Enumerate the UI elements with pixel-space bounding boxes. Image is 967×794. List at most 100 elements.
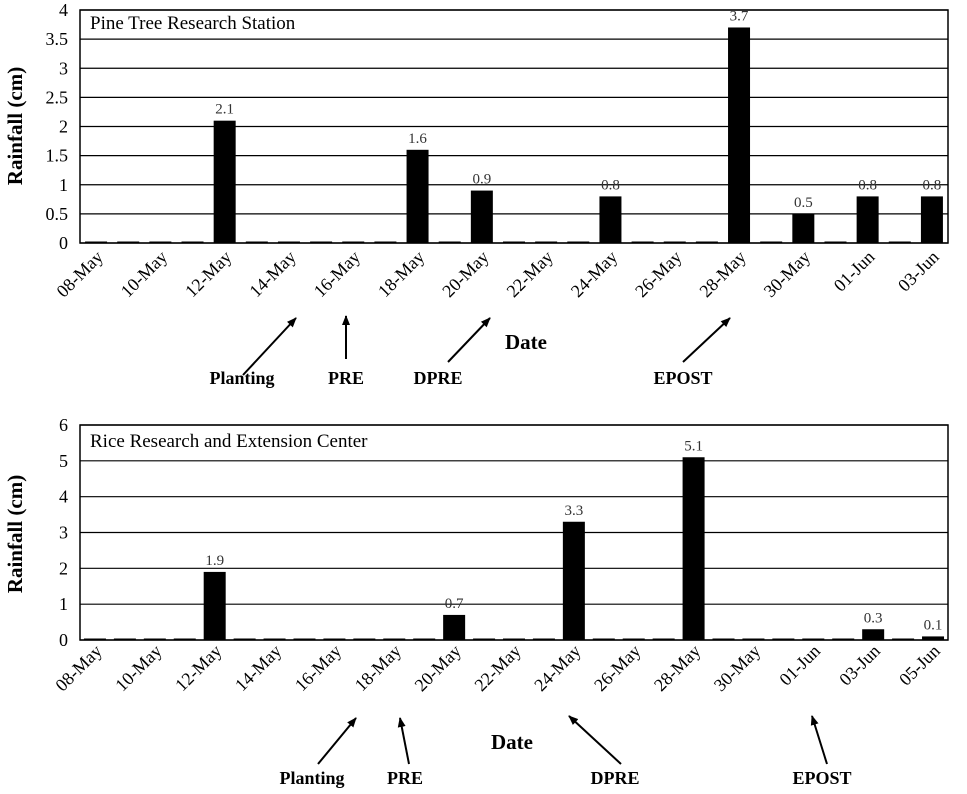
- x-tick-label: 05-Jun: [895, 641, 944, 690]
- data-label: 0.7: [445, 596, 464, 612]
- bar: [792, 213, 815, 243]
- data-label: 1.9: [205, 553, 224, 569]
- bar: [143, 638, 166, 640]
- annotation-arrow: [397, 717, 410, 765]
- data-label: 0.1: [924, 617, 943, 633]
- x-tick-label: 18-May: [351, 641, 405, 695]
- data-label: 1.6: [408, 131, 427, 147]
- bar: [856, 196, 879, 243]
- annotation-label: Planting: [209, 368, 274, 388]
- bar: [213, 120, 236, 243]
- data-label: 0.8: [601, 177, 620, 193]
- data-label: 3.7: [730, 8, 749, 24]
- chart-panel-1: 0 0.5 1 1.5 2 2.5 3 3.5 4 2.1 1.6 0.9 0.8 3.7 0.5 0.8 0.…: [3, 0, 949, 388]
- bar: [85, 241, 108, 243]
- bar: [592, 638, 615, 640]
- data-label: 3.3: [564, 503, 583, 519]
- x-tick-label: 18-May: [374, 247, 428, 301]
- annotation-arrow: [568, 715, 622, 765]
- y-axis-title: Rainfall (cm): [3, 67, 27, 185]
- annotation-arrow: [242, 317, 297, 376]
- bar: [682, 457, 705, 640]
- bar: [824, 241, 847, 243]
- bar: [631, 241, 654, 243]
- y-tick-label: 3: [59, 58, 68, 78]
- data-label: 2.1: [215, 102, 234, 118]
- chart-title: Rice Research and Extension Center: [90, 431, 368, 452]
- bar: [599, 196, 622, 243]
- x-tick-label: 30-May: [710, 641, 764, 695]
- y-tick-label: 1: [59, 594, 68, 614]
- y-tick-label: 2: [59, 558, 68, 578]
- x-tick-label: 03-Jun: [894, 247, 943, 296]
- bar: [567, 241, 590, 243]
- bar: [663, 241, 686, 243]
- y-tick-label: 1: [59, 175, 68, 195]
- bar: [535, 241, 558, 243]
- bar: [473, 638, 496, 640]
- bar: [353, 638, 376, 640]
- bar: [203, 571, 226, 640]
- x-tick-label: 28-May: [695, 247, 749, 301]
- y-tick-label: 2: [59, 117, 68, 137]
- bar: [862, 629, 885, 640]
- x-tick-label: 16-May: [310, 247, 364, 301]
- data-label: 0.8: [923, 177, 942, 193]
- x-tick-label: 08-May: [52, 247, 106, 301]
- y-tick-label: 4: [59, 487, 68, 507]
- bar: [406, 149, 429, 243]
- x-tick-label: 26-May: [631, 247, 685, 301]
- bar: [802, 638, 825, 640]
- bar: [342, 241, 365, 243]
- x-tick-label: 28-May: [650, 641, 704, 695]
- x-tick-label: 03-Jun: [835, 641, 884, 690]
- annotation-label: DPRE: [414, 368, 463, 388]
- bar: [413, 638, 436, 640]
- bar: [277, 241, 300, 243]
- y-tick-label: 0: [59, 630, 68, 650]
- annotation-label: Planting: [279, 768, 344, 788]
- bar: [742, 638, 765, 640]
- annotation-label: DPRE: [591, 768, 640, 788]
- data-label: 0.3: [864, 610, 883, 626]
- x-axis-title: Date: [505, 330, 547, 354]
- y-tick-label: 6: [59, 415, 68, 435]
- x-tick-label: 24-May: [567, 247, 621, 301]
- bar: [532, 638, 555, 640]
- y-tick-label: 3: [59, 523, 68, 543]
- bar: [922, 636, 945, 640]
- bar: [503, 241, 525, 243]
- chart-title: Pine Tree Research Station: [90, 13, 296, 34]
- x-axis-title: Date: [491, 730, 533, 754]
- annotation-arrow: [317, 717, 357, 765]
- bar: [323, 638, 346, 640]
- bar: [233, 638, 256, 640]
- x-tick-label: 12-May: [171, 641, 225, 695]
- x-tick-label: 30-May: [760, 247, 814, 301]
- bar: [113, 638, 136, 640]
- bar: [712, 638, 735, 640]
- annotation-label: EPOST: [653, 368, 712, 388]
- x-tick-label: 24-May: [530, 641, 584, 695]
- x-tick-label: 14-May: [245, 247, 299, 301]
- data-label: 0.8: [858, 177, 877, 193]
- annotation-arrow: [682, 317, 731, 363]
- bar: [888, 241, 911, 243]
- x-tick-label: 12-May: [181, 247, 235, 301]
- bar: [892, 638, 915, 640]
- x-tick-label: 16-May: [291, 641, 345, 695]
- bar: [622, 638, 645, 640]
- y-tick-label: 4: [59, 0, 68, 20]
- bar: [374, 241, 397, 243]
- x-tick-label: 10-May: [117, 247, 171, 301]
- bar: [503, 638, 525, 640]
- data-label: 0.5: [794, 195, 813, 211]
- bar: [695, 241, 718, 243]
- bar: [181, 241, 204, 243]
- x-tick-label: 01-Jun: [775, 641, 824, 690]
- bar: [728, 27, 751, 243]
- bar: [310, 241, 333, 243]
- bar: [470, 190, 493, 243]
